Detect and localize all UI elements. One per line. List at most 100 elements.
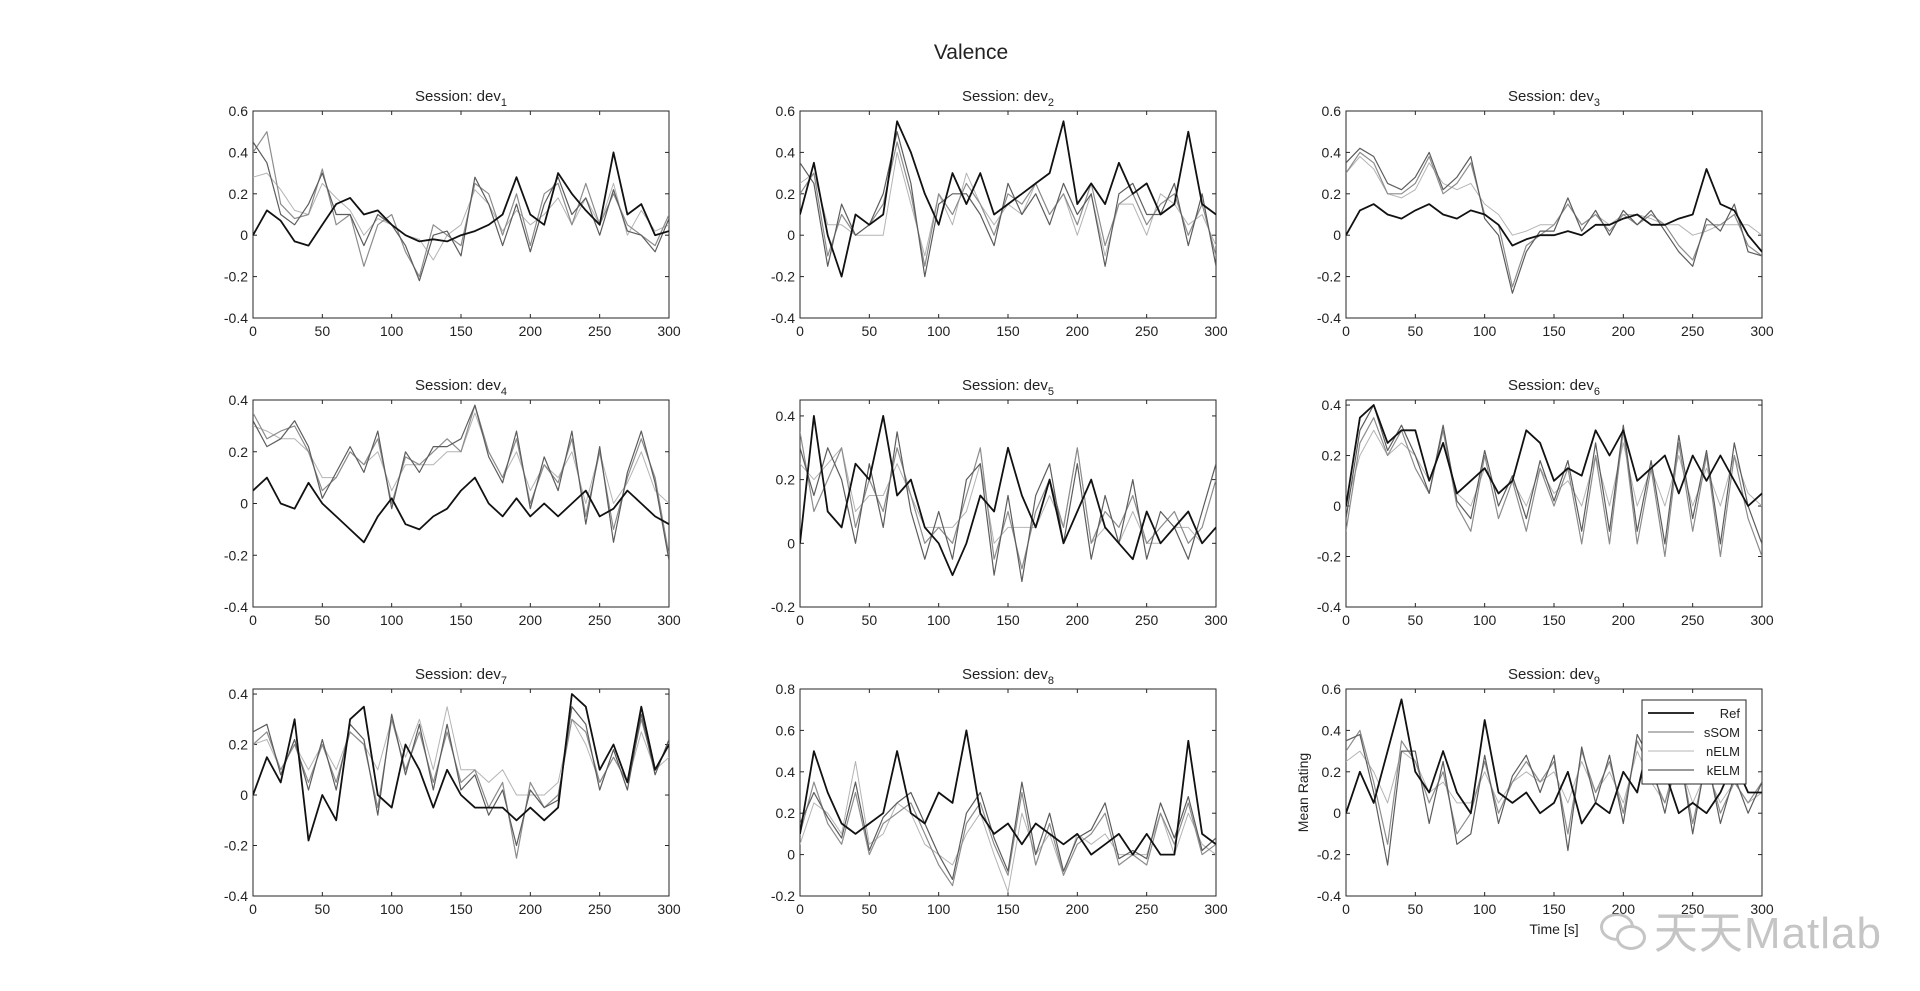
- series-group: [1346, 698, 1762, 866]
- y-axis-label: Mean Rating: [1295, 753, 1311, 832]
- axes-box: [799, 399, 1217, 608]
- x-tick-label: 150: [996, 612, 1020, 628]
- x-tick-label: 50: [315, 901, 331, 917]
- series-line-kelm: [253, 141, 669, 282]
- y-tick-label: 0.2: [776, 186, 796, 202]
- title-subscript: 2: [1048, 97, 1054, 109]
- y-tick-label: -0.2: [771, 599, 795, 615]
- series-line-ref: [800, 729, 1216, 856]
- series-group: [800, 120, 1216, 278]
- x-tick-label: 0: [249, 612, 257, 628]
- series-group: [253, 131, 669, 282]
- y-tick-label: 0.4: [776, 764, 796, 780]
- x-tick-label: 200: [1612, 612, 1636, 628]
- watermark-text: 天天Matlab: [1653, 909, 1882, 958]
- subplot-dev1: Session: dev1 0 50 100 150 200 250 300 -0.4 -0.2 0…: [224, 88, 681, 339]
- series-line-ref: [800, 414, 1216, 577]
- subplot-title: Session: dev5: [962, 377, 1054, 398]
- y-tick-label: 0.8: [776, 681, 796, 697]
- axes-box: [252, 399, 670, 608]
- subplot-title: Session: dev7: [415, 666, 507, 687]
- x-tick-label: 250: [1681, 323, 1705, 339]
- x-tick-label: 50: [1408, 901, 1424, 917]
- series-line-kelm: [800, 781, 1216, 881]
- x-tick-label: 200: [1066, 612, 1090, 628]
- y-tick-label: -0.2: [224, 269, 248, 285]
- x-tick-label: 150: [1542, 323, 1566, 339]
- y-tick-label: 0.6: [1322, 103, 1342, 119]
- y-tick-label: -0.2: [224, 547, 248, 563]
- y-tick-label: -0.4: [1317, 888, 1341, 904]
- series-line-ssom: [800, 781, 1216, 887]
- y-tick-label: 0.2: [1322, 448, 1342, 464]
- title-subscript: 8: [1048, 675, 1054, 687]
- x-tick-label: 250: [1681, 612, 1705, 628]
- series-line-ref: [253, 476, 669, 544]
- y-tick-label: 0.2: [776, 805, 796, 821]
- y-tick-label: 0.2: [229, 186, 249, 202]
- y-tick-label: 0: [787, 227, 795, 243]
- x-tick-label: 50: [315, 612, 331, 628]
- subplot-dev6: Session: dev6 0 50 100 150 200 250 300 -0.4 -0.2 0…: [1317, 377, 1774, 628]
- series-line-ref: [1346, 168, 1762, 253]
- legend-label-ssom: sSOM: [1704, 725, 1740, 740]
- series-group: [800, 414, 1216, 583]
- series-line-ref: [1346, 698, 1762, 825]
- y-tick-label: 0.4: [229, 144, 249, 160]
- x-tick-label: 100: [1473, 612, 1497, 628]
- y-tick-label: -0.2: [1317, 269, 1341, 285]
- x-tick-label: 200: [1066, 901, 1090, 917]
- title-subscript: 5: [1048, 386, 1054, 398]
- y-tick-label: 0.4: [776, 144, 796, 160]
- x-tick-label: 0: [1342, 612, 1350, 628]
- series-line-ssom: [253, 404, 669, 556]
- y-tick-label: 0: [1333, 805, 1341, 821]
- subplot-dev3: Session: dev3 0 50 100 150 200 250 300 -0.4 -0.2 0…: [1317, 88, 1774, 339]
- subplot-title: Session: dev6: [1508, 377, 1600, 398]
- title-subscript: 9: [1594, 675, 1600, 687]
- y-tick-label: 0.4: [1322, 722, 1342, 738]
- axes-box: [799, 688, 1217, 897]
- title-prefix: Session: dev: [962, 88, 1048, 105]
- series-line-ref: [253, 151, 669, 247]
- y-tick-label: 0: [240, 227, 248, 243]
- subplot-dev4: Session: dev4 0 50 100 150 200 250 300 -0.4 -0.2 0…: [224, 377, 681, 628]
- title-subscript: 1: [501, 97, 507, 109]
- y-tick-label: 0: [1333, 227, 1341, 243]
- y-tick-label: 0.2: [1322, 186, 1342, 202]
- legend-label-kelm: kELM: [1707, 763, 1740, 778]
- axes-box: [1345, 399, 1763, 608]
- y-tick-label: 0.6: [776, 722, 796, 738]
- axes-box: [252, 110, 670, 319]
- x-tick-label: 300: [1204, 901, 1228, 917]
- x-tick-label: 200: [519, 612, 543, 628]
- x-tick-label: 150: [1542, 612, 1566, 628]
- figure-title: Valence: [934, 41, 1008, 64]
- y-tick-label: -0.4: [224, 310, 248, 326]
- x-tick-label: 150: [449, 901, 473, 917]
- title-subscript: 7: [501, 675, 507, 687]
- series-line-ssom: [1346, 151, 1762, 288]
- x-tick-label: 100: [380, 612, 404, 628]
- x-tick-label: 300: [657, 901, 681, 917]
- y-tick-label: -0.4: [224, 888, 248, 904]
- subplot-title: Session: dev9: [1508, 666, 1600, 687]
- subplot-title: Session: dev1: [415, 88, 507, 109]
- x-tick-label: 150: [996, 901, 1020, 917]
- subplot-title: Session: dev8: [962, 666, 1054, 687]
- legend: Ref sSOM nELM kELM: [1641, 699, 1747, 785]
- x-axis-label: Time [s]: [1529, 921, 1578, 937]
- series-line-kelm: [253, 404, 669, 561]
- x-tick-label: 0: [249, 323, 257, 339]
- series-line-ref: [1346, 404, 1762, 507]
- y-tick-label: 0.4: [1322, 144, 1342, 160]
- series-line-nelm: [800, 761, 1216, 893]
- x-tick-label: 300: [657, 612, 681, 628]
- x-tick-label: 200: [1612, 323, 1636, 339]
- y-tick-label: -0.2: [1317, 549, 1341, 565]
- x-tick-label: 250: [588, 612, 612, 628]
- series-line-kelm: [253, 706, 669, 847]
